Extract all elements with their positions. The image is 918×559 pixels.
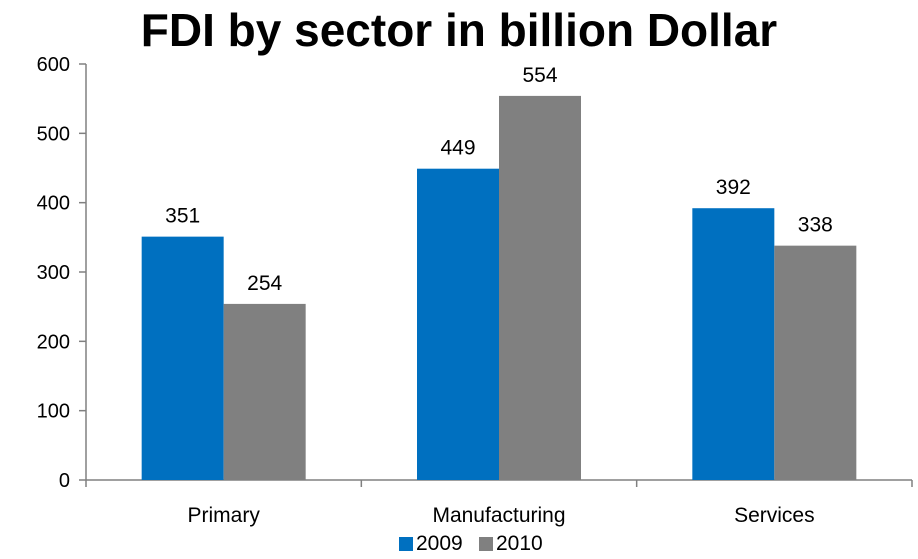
bar-2010-primary bbox=[223, 303, 306, 480]
data-label: 554 bbox=[522, 64, 557, 87]
x-category-label: Services bbox=[734, 504, 815, 527]
data-label: 254 bbox=[247, 272, 282, 295]
data-label: 392 bbox=[716, 176, 751, 199]
legend-swatch-2009 bbox=[399, 537, 413, 551]
bar-2009-manufacturing bbox=[417, 168, 499, 480]
data-label: 449 bbox=[440, 137, 475, 160]
y-tick-label: 500 bbox=[37, 123, 70, 145]
bar-2010-manufacturing bbox=[499, 95, 581, 480]
data-label: 338 bbox=[798, 214, 833, 237]
legend-swatch-2010 bbox=[479, 537, 493, 551]
chart-title: FDI by sector in billion Dollar bbox=[140, 4, 778, 56]
y-tick-label: 600 bbox=[37, 54, 70, 76]
bar-2009-services bbox=[692, 208, 775, 481]
data-label: 351 bbox=[165, 205, 200, 228]
x-category-label: Manufacturing bbox=[432, 504, 565, 527]
legend-label-2010: 2010 bbox=[496, 532, 543, 555]
y-tick-label: 300 bbox=[37, 262, 70, 284]
y-tick-label: 400 bbox=[37, 193, 70, 215]
y-tick-label: 100 bbox=[37, 401, 70, 423]
x-category-label: Primary bbox=[187, 504, 260, 527]
y-tick-label: 0 bbox=[59, 470, 70, 492]
bar-2009-primary bbox=[141, 236, 224, 480]
bar-2010-services bbox=[774, 245, 857, 480]
y-tick-label: 200 bbox=[37, 331, 70, 353]
legend-label-2009: 2009 bbox=[416, 532, 463, 555]
